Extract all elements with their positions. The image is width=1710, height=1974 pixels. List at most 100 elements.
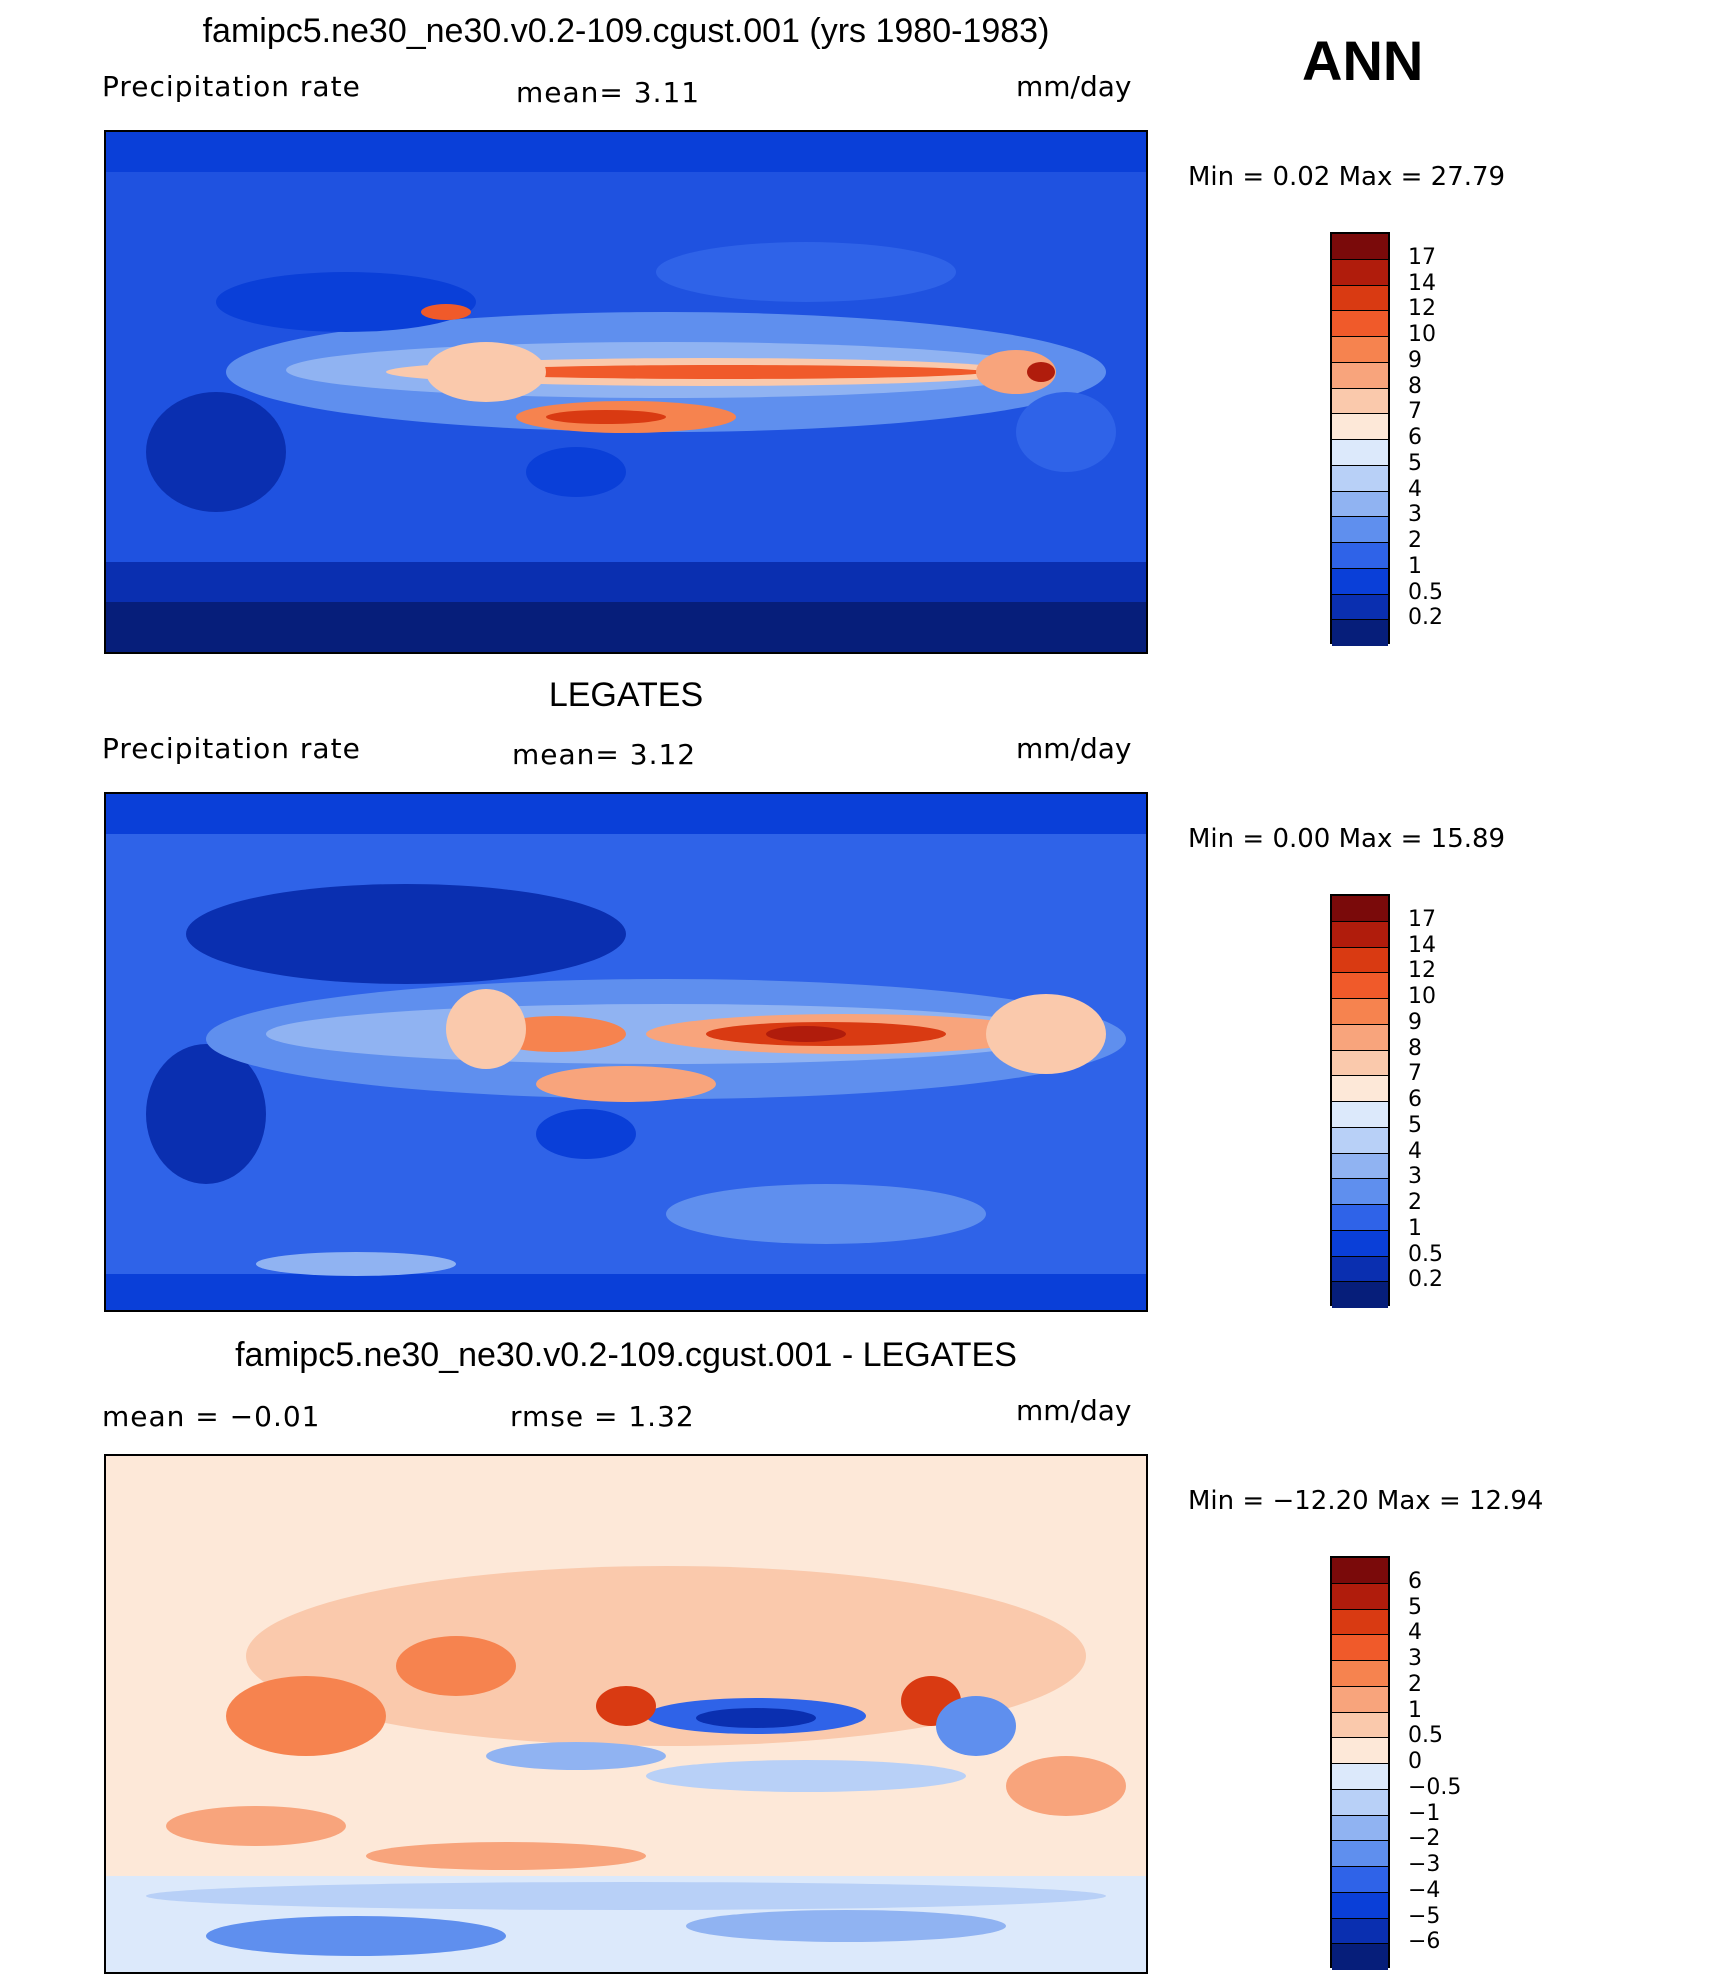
colorbar-tick-label: 12 — [1408, 296, 1436, 322]
colorbar-tick-label: 2 — [1408, 1190, 1422, 1215]
colorbar-swatch — [1332, 1712, 1388, 1739]
panel3-mean: mean = −0.01 — [102, 1400, 321, 1433]
colorbar-swatch — [1332, 1256, 1388, 1283]
colorbar-swatch — [1332, 1179, 1388, 1205]
colorbar-swatch — [1332, 1050, 1388, 1077]
colorbar-tick-label: 17 — [1408, 906, 1436, 932]
colorbar-swatch — [1332, 1102, 1388, 1128]
colorbar-swatch — [1332, 491, 1388, 518]
colorbar-tick-label: 3 — [1408, 1164, 1422, 1190]
colorbar-swatch — [1332, 1609, 1388, 1636]
colorbar-tick-label: 0.2 — [1408, 1267, 1443, 1293]
colorbar-swatch — [1332, 999, 1388, 1025]
colorbar-swatch — [1332, 947, 1388, 974]
colorbar-tick-label: 4 — [1408, 1620, 1422, 1646]
colorbar-swatch — [1332, 1205, 1388, 1231]
colorbar-tick-label: 0 — [1408, 1749, 1422, 1774]
panel2-map-svg — [106, 794, 1146, 1310]
colorbar-swatch — [1332, 1738, 1388, 1764]
panel2-colorbar — [1330, 894, 1390, 1308]
panel1-colorbar — [1330, 232, 1390, 646]
colorbar-swatch — [1332, 568, 1388, 595]
colorbar-swatch — [1332, 921, 1388, 948]
colorbar-tick-label: 14 — [1408, 270, 1436, 296]
colorbar-swatch — [1332, 414, 1388, 440]
panel3-minmax: Min = −12.20 Max = 12.94 — [1188, 1486, 1544, 1516]
colorbar-swatch — [1332, 1815, 1388, 1842]
season-label: ANN — [1302, 29, 1424, 92]
colorbar-swatch — [1332, 1918, 1388, 1945]
colorbar-swatch — [1332, 517, 1388, 543]
colorbar-swatch — [1332, 1127, 1388, 1154]
colorbar-tick-label: 0.5 — [1408, 1241, 1443, 1267]
colorbar-tick-label: 0.5 — [1408, 579, 1443, 605]
colorbar-tick-label: 2 — [1408, 1671, 1422, 1697]
colorbar-tick-label: −2 — [1408, 1826, 1441, 1852]
panel3-colorbar — [1330, 1556, 1390, 1970]
colorbar-swatch — [1332, 285, 1388, 312]
colorbar-swatch — [1332, 1892, 1388, 1919]
colorbar-tick-label: −0.5 — [1408, 1774, 1462, 1800]
panel1-units: mm/day — [1016, 70, 1132, 103]
colorbar-tick-label: 8 — [1408, 373, 1422, 399]
colorbar-swatch — [1332, 388, 1388, 415]
colorbar-swatch — [1332, 973, 1388, 999]
colorbar-tick-label: 7 — [1408, 1061, 1422, 1087]
colorbar-tick-label: 12 — [1408, 958, 1436, 984]
colorbar-swatch — [1332, 1635, 1388, 1661]
colorbar-swatch — [1332, 1024, 1388, 1051]
panel1-map — [104, 130, 1148, 654]
colorbar-tick-label: 3 — [1408, 502, 1422, 528]
colorbar-tick-label: 5 — [1408, 1112, 1422, 1138]
panel2-minmax: Min = 0.00 Max = 15.89 — [1188, 824, 1506, 854]
colorbar-swatch — [1332, 1661, 1388, 1687]
panel2-variable: Precipitation rate — [102, 732, 361, 765]
colorbar-tick-label: −5 — [1408, 1903, 1441, 1929]
colorbar-tick-label: 10 — [1408, 984, 1436, 1009]
colorbar-tick-label: 1 — [1408, 1697, 1422, 1723]
colorbar-tick-label: 6 — [1408, 1087, 1422, 1112]
colorbar-tick-label: 6 — [1408, 1568, 1422, 1594]
colorbar-tick-label: −4 — [1408, 1877, 1441, 1903]
panel2-map — [104, 792, 1148, 1312]
colorbar-swatch — [1332, 311, 1388, 337]
colorbar-swatch — [1332, 1764, 1388, 1790]
panel3-map — [104, 1454, 1148, 1974]
panel1-mean: mean= 3.11 — [516, 76, 701, 109]
colorbar-swatch — [1332, 1076, 1388, 1102]
panel1-title: famipc5.ne30_ne30.v0.2-109.cgust.001 (yr… — [202, 12, 1050, 50]
colorbar-swatch — [1332, 543, 1388, 569]
colorbar-swatch — [1332, 1789, 1388, 1816]
colorbar-tick-label: 1 — [1408, 553, 1422, 579]
panel2-title: LEGATES — [548, 676, 704, 714]
colorbar-tick-label: 14 — [1408, 932, 1436, 958]
colorbar-swatch — [1332, 1230, 1388, 1257]
panel2-mean: mean= 3.12 — [512, 738, 697, 771]
colorbar-tick-label: 17 — [1408, 244, 1436, 270]
panel1-minmax: Min = 0.02 Max = 27.79 — [1188, 162, 1506, 192]
colorbar-tick-label: 3 — [1408, 1646, 1422, 1671]
colorbar-swatch — [1332, 465, 1388, 492]
colorbar-swatch — [1332, 620, 1388, 646]
colorbar-swatch — [1332, 1558, 1388, 1584]
panel1-map-svg — [106, 132, 1146, 652]
colorbar-tick-label: −1 — [1408, 1800, 1441, 1826]
colorbar-tick-label: 6 — [1408, 425, 1422, 450]
colorbar-swatch — [1332, 259, 1388, 286]
panel2-units: mm/day — [1016, 732, 1132, 765]
colorbar-swatch — [1332, 234, 1388, 260]
colorbar-swatch — [1332, 1686, 1388, 1713]
colorbar-tick-label: 8 — [1408, 1035, 1422, 1061]
colorbar-swatch — [1332, 1841, 1388, 1867]
colorbar-tick-label: 2 — [1408, 528, 1422, 553]
colorbar-swatch — [1332, 594, 1388, 621]
colorbar-swatch — [1332, 1944, 1388, 1970]
colorbar-swatch — [1332, 362, 1388, 389]
panel1-variable: Precipitation rate — [102, 70, 361, 103]
colorbar-tick-label: 7 — [1408, 399, 1422, 425]
colorbar-tick-label: 4 — [1408, 1138, 1422, 1164]
panel3-rmse: rmse = 1.32 — [510, 1400, 695, 1433]
panel3-units: mm/day — [1016, 1394, 1132, 1427]
colorbar-swatch — [1332, 440, 1388, 466]
colorbar-swatch — [1332, 1867, 1388, 1893]
